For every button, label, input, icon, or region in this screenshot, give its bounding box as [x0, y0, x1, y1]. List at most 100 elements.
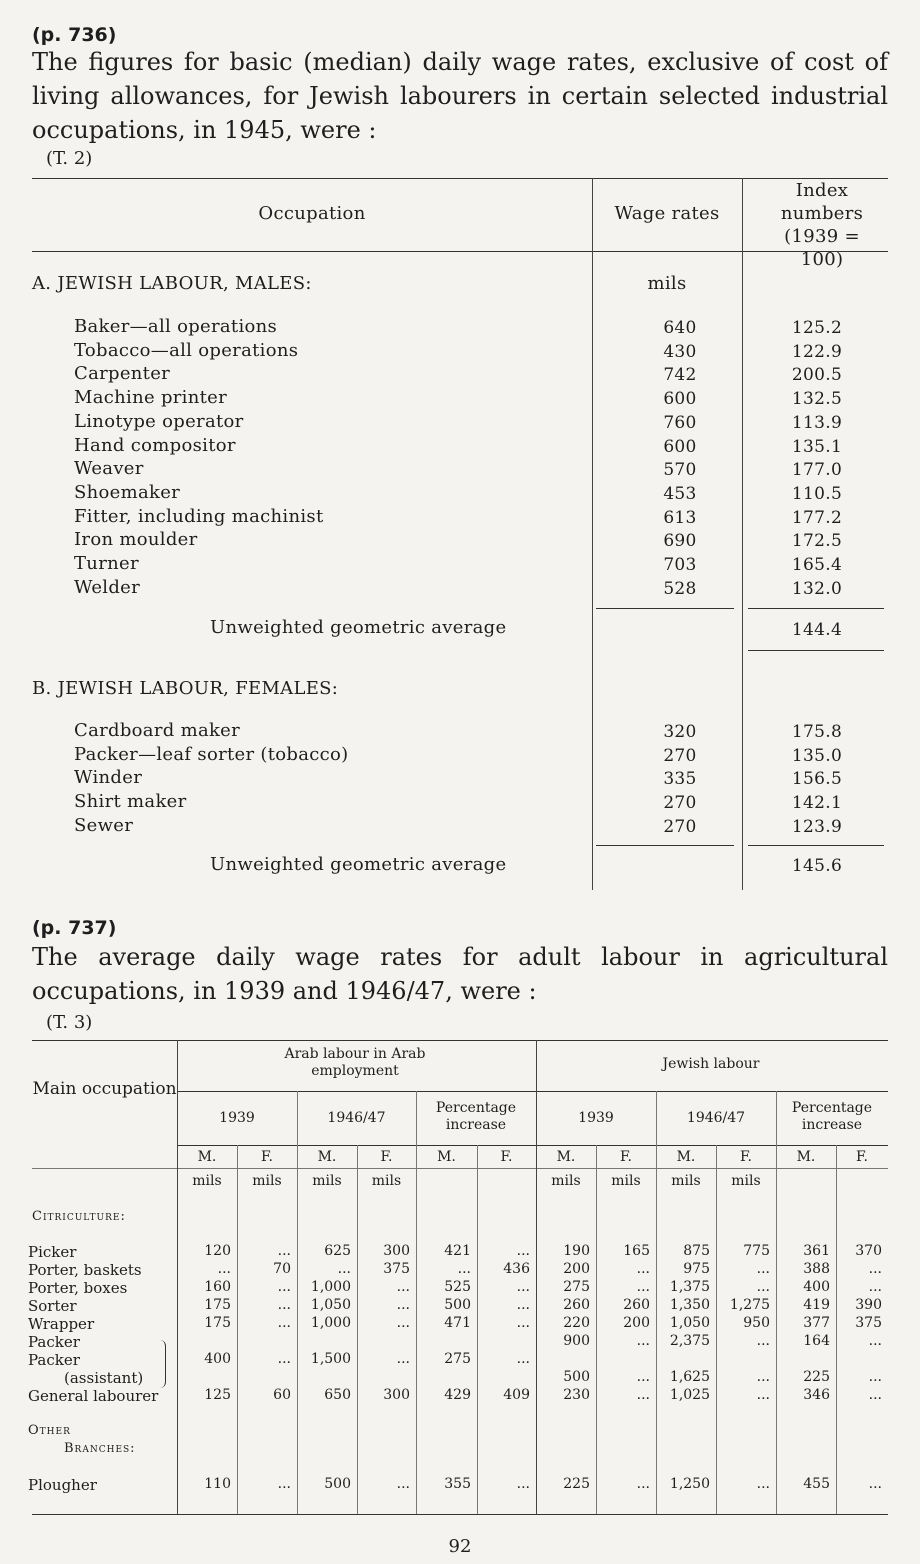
index-number: 122.9: [791, 341, 843, 362]
wage-value: 300: [383, 1243, 410, 1259]
wage-value: 190: [563, 1243, 590, 1259]
wage-value: 436: [503, 1261, 530, 1277]
wage-rate: 335: [663, 769, 697, 790]
wage-value: ...: [636, 1369, 650, 1385]
index-number: 125.2: [791, 318, 843, 338]
wage-value: 275: [444, 1351, 471, 1367]
wage-value: ...: [756, 1279, 770, 1295]
wage-value: 409: [503, 1387, 530, 1403]
occupation-name: General labourer: [28, 1387, 159, 1405]
wage-value: 220: [563, 1315, 590, 1331]
wage-rate: 570: [663, 460, 697, 481]
wage-value: 200: [623, 1315, 650, 1331]
occupation-name: Baker—all operations: [74, 316, 278, 337]
header-female: F.: [500, 1149, 513, 1165]
wage-rate: 613: [663, 507, 697, 528]
header-pct: Percentage increase: [791, 1100, 873, 1133]
header-pct: Percentage increase: [435, 1100, 517, 1133]
wage-rate: 453: [663, 483, 697, 504]
unit-mils: mils: [671, 1173, 701, 1189]
occupation-name: Packer: [28, 1333, 80, 1351]
index-number: 156.5: [791, 769, 843, 790]
group-b-title: B. JEWISH LABOUR, FEMALES:: [32, 678, 339, 699]
wage-value: ...: [457, 1261, 471, 1277]
header-index: Index numbers (1939 = 100): [780, 180, 864, 270]
packer-bracket: [160, 1340, 166, 1388]
wage-value: ...: [868, 1279, 882, 1295]
page-reference-737: (p. 737): [32, 917, 117, 939]
header-female: F.: [856, 1149, 868, 1165]
occupation-name: Machine printer: [74, 387, 228, 409]
wage-value: 1,050: [669, 1315, 710, 1331]
header-male: M.: [556, 1149, 576, 1165]
occupation-name: Shirt maker: [74, 791, 187, 813]
header-wage-rates: Wage rates: [614, 203, 720, 224]
index-number: 135.1: [791, 436, 843, 457]
wage-rate: 703: [663, 555, 697, 575]
occupation-name: Carpenter: [74, 363, 171, 385]
column-rule: [357, 1145, 358, 1514]
wage-value: 1,275: [729, 1297, 770, 1313]
wage-value: 500: [324, 1476, 351, 1492]
column-rule: [416, 1091, 417, 1514]
header-y2: 1946/47: [686, 1110, 746, 1126]
wage-rate: 760: [663, 412, 697, 433]
table-number-2: (T. 2): [46, 148, 93, 169]
index-number: 132.5: [791, 389, 843, 410]
wage-value: 377: [803, 1315, 830, 1331]
wage-value: 421: [444, 1243, 471, 1259]
wage-rate: 640: [663, 318, 697, 338]
wage-value: ...: [277, 1315, 291, 1331]
header-female: F.: [261, 1149, 273, 1165]
wage-value: 200: [563, 1261, 590, 1277]
header-male: M.: [317, 1149, 337, 1165]
occupation-name: Winder: [74, 767, 143, 789]
column-rule: [177, 1040, 178, 1514]
wage-value: ...: [277, 1351, 291, 1367]
wage-value: ...: [868, 1476, 882, 1492]
wage-value: 950: [743, 1315, 770, 1331]
header-y1: 1939: [219, 1110, 255, 1126]
column-rule: [776, 1091, 777, 1514]
wage-value: ...: [516, 1297, 530, 1313]
wage-rate: 430: [663, 341, 697, 362]
index-number: 200.5: [791, 365, 843, 386]
index-number: 135.0: [791, 745, 843, 766]
category-branches: Branches:: [64, 1441, 136, 1456]
column-rule: [596, 1145, 597, 1514]
wage-value: ...: [756, 1333, 770, 1349]
wage-value: 400: [803, 1279, 830, 1295]
wage-value: 525: [444, 1279, 471, 1295]
occupation-name: Wrapper: [28, 1315, 95, 1333]
wage-value: ...: [396, 1351, 410, 1367]
wage-value: 1,625: [669, 1369, 710, 1385]
unit-mils: mils: [371, 1173, 402, 1189]
wage-value: 429: [444, 1387, 471, 1403]
wage-value: 120: [204, 1243, 231, 1259]
wage-value: ...: [277, 1476, 291, 1492]
occupation-name: Packer—leaf sorter (tobacco): [74, 743, 349, 765]
wage-rate: 742: [663, 365, 697, 386]
wage-value: 1,500: [310, 1351, 351, 1367]
unit-mils: mils: [551, 1173, 581, 1189]
wage-value: ...: [516, 1476, 530, 1492]
wage-value: ...: [868, 1369, 882, 1385]
occupation-name: Cardboard maker: [74, 720, 241, 741]
unit-mils: mils: [192, 1173, 222, 1189]
wage-value: 370: [855, 1243, 882, 1259]
wage-value: 110: [204, 1476, 231, 1492]
column-rule: [297, 1091, 298, 1514]
index-number: 177.2: [791, 507, 843, 528]
wage-value: 225: [563, 1476, 590, 1492]
wage-value: 1,375: [669, 1279, 710, 1295]
wage-value: 1,000: [310, 1315, 351, 1331]
wage-value: 175: [204, 1315, 231, 1331]
unit-mils: mils: [611, 1173, 641, 1189]
wage-rate: 270: [663, 745, 697, 766]
wage-value: 419: [803, 1297, 830, 1313]
column-rule: [477, 1145, 478, 1514]
wage-value: ...: [217, 1261, 231, 1277]
column-rule: [536, 1040, 537, 1514]
wage-value: 230: [563, 1387, 590, 1403]
wage-value: ...: [756, 1261, 770, 1277]
